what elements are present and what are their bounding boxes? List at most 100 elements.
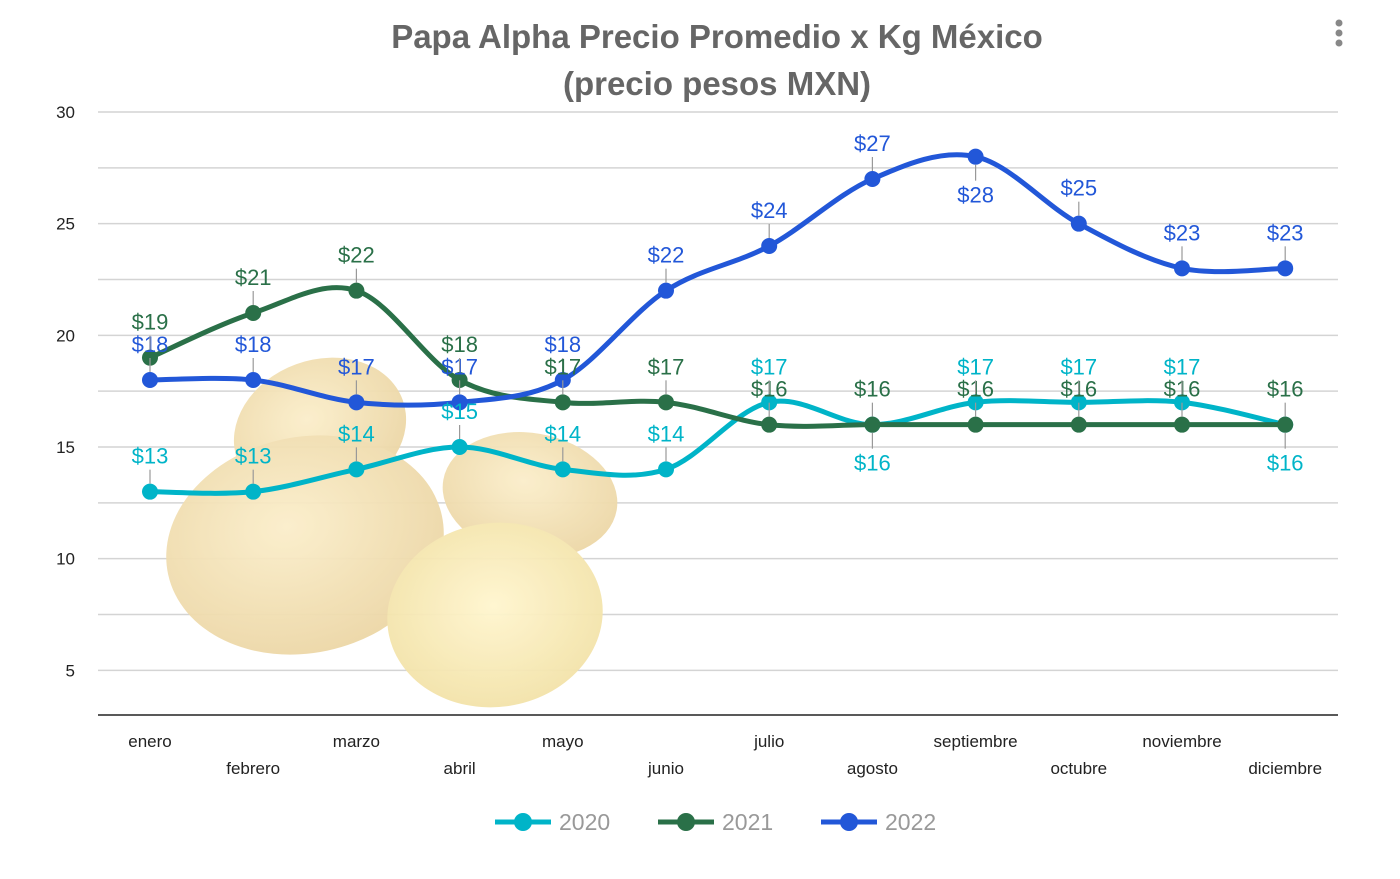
- y-tick-label: 15: [56, 438, 75, 457]
- y-tick-label: 10: [56, 550, 75, 569]
- title-line-1: Papa Alpha Precio Promedio x Kg México: [391, 18, 1043, 55]
- legend-label: 2022: [885, 809, 936, 835]
- data-label: $23: [1267, 220, 1304, 245]
- data-point: [142, 483, 158, 500]
- x-tick-label: mayo: [542, 732, 584, 751]
- x-tick-label: noviembre: [1142, 732, 1221, 751]
- series-line: [147, 398, 1288, 496]
- y-tick-label: 30: [56, 103, 75, 122]
- data-label: $17: [648, 354, 685, 379]
- data-label: $25: [1060, 176, 1097, 201]
- series-2021: [142, 282, 1294, 433]
- data-point: [1174, 394, 1190, 411]
- x-tick-label: febrero: [226, 759, 280, 778]
- x-tick-label: septiembre: [934, 732, 1018, 751]
- legend-label: 2021: [722, 809, 773, 835]
- data-point: [451, 394, 468, 411]
- data-point: [967, 394, 984, 411]
- data-point: [1070, 215, 1087, 232]
- data-label: $16: [854, 377, 891, 402]
- data-point: [451, 439, 468, 455]
- data-point: [761, 394, 778, 411]
- data-point: [1174, 260, 1190, 277]
- x-tick-label: diciembre: [1248, 759, 1322, 778]
- y-axis-ticks: 5 10 15 20 25 30: [56, 103, 75, 680]
- data-label: $19: [132, 310, 169, 335]
- data-label: $14: [544, 421, 581, 446]
- x-tick-label: enero: [128, 732, 171, 751]
- data-label: $14: [338, 421, 375, 446]
- data-labels: $18 $18$17 $17$18$22$24$27$28 $25$23 $23$19$…: [132, 131, 1304, 484]
- data-point: [1277, 260, 1294, 277]
- data-point: [761, 416, 778, 433]
- potato-image: [166, 357, 618, 708]
- series-layer: [142, 148, 1294, 500]
- data-label: $13: [132, 444, 169, 469]
- data-point: [864, 416, 881, 433]
- data-label: $15: [441, 399, 478, 424]
- data-label: $18: [441, 332, 478, 357]
- data-point: [451, 372, 468, 388]
- data-point: [864, 171, 881, 187]
- x-tick-label: abril: [444, 759, 476, 778]
- data-label: $13: [235, 444, 272, 469]
- data-point: [554, 461, 571, 478]
- title: Papa Alpha Precio Promedio x Kg México (…: [391, 18, 1043, 102]
- data-point: [967, 416, 984, 433]
- x-tick-label: julio: [753, 732, 784, 751]
- data-label: $16: [854, 451, 891, 476]
- x-tick-label: marzo: [333, 732, 380, 751]
- legend-label: 2020: [559, 809, 610, 835]
- data-label: $17: [751, 354, 788, 379]
- data-point: [142, 349, 158, 366]
- data-point: [348, 394, 365, 411]
- data-point: [658, 394, 674, 411]
- legend-marker-icon: [840, 813, 858, 831]
- data-label: $17: [1060, 354, 1097, 379]
- data-label: $17: [338, 354, 375, 379]
- data-label: $18: [544, 332, 581, 357]
- data-label: $17: [544, 354, 581, 379]
- legend-item-2022: 2022: [821, 809, 936, 835]
- legend-marker-icon: [514, 813, 532, 831]
- data-point: [967, 148, 984, 165]
- data-point: [554, 372, 571, 388]
- more-vertical-icon[interactable]: [1335, 19, 1343, 47]
- data-point: [348, 282, 365, 299]
- legend-marker-icon: [677, 813, 695, 831]
- y-tick-label: 25: [56, 215, 75, 234]
- data-point: [1070, 416, 1087, 433]
- data-label: $27: [854, 131, 891, 156]
- data-label: $17: [1164, 354, 1201, 379]
- data-point: [1174, 416, 1190, 433]
- data-point: [761, 238, 778, 254]
- data-point: [554, 394, 571, 411]
- data-label: $14: [648, 421, 685, 446]
- legend: 2020 2021 2022: [495, 809, 936, 835]
- data-label: $16: [1267, 451, 1304, 476]
- data-label: $24: [751, 198, 788, 223]
- data-point: [142, 372, 158, 388]
- data-point: [658, 461, 674, 478]
- title-line-2: (precio pesos MXN): [563, 65, 871, 102]
- y-tick-label: 5: [66, 661, 75, 680]
- data-point: [1277, 416, 1294, 433]
- x-tick-label: junio: [647, 759, 684, 778]
- data-label: $17: [957, 354, 994, 379]
- x-tick-label: agosto: [847, 759, 898, 778]
- data-point: [658, 282, 674, 299]
- series-2022: [142, 148, 1294, 411]
- data-label: $18: [235, 332, 272, 357]
- x-axis-ticks: enero febrero marzo abril mayo junio julio agos…: [128, 732, 1322, 778]
- data-point: [245, 305, 262, 321]
- data-point: [245, 372, 262, 388]
- data-label: $23: [1164, 220, 1201, 245]
- data-point: [348, 461, 365, 478]
- data-point: [245, 483, 262, 500]
- data-label: $16: [1267, 377, 1304, 402]
- y-tick-label: 20: [56, 326, 75, 345]
- x-tick-label: octubre: [1050, 759, 1107, 778]
- data-label: $22: [338, 243, 375, 268]
- legend-item-2020: 2020: [495, 809, 610, 835]
